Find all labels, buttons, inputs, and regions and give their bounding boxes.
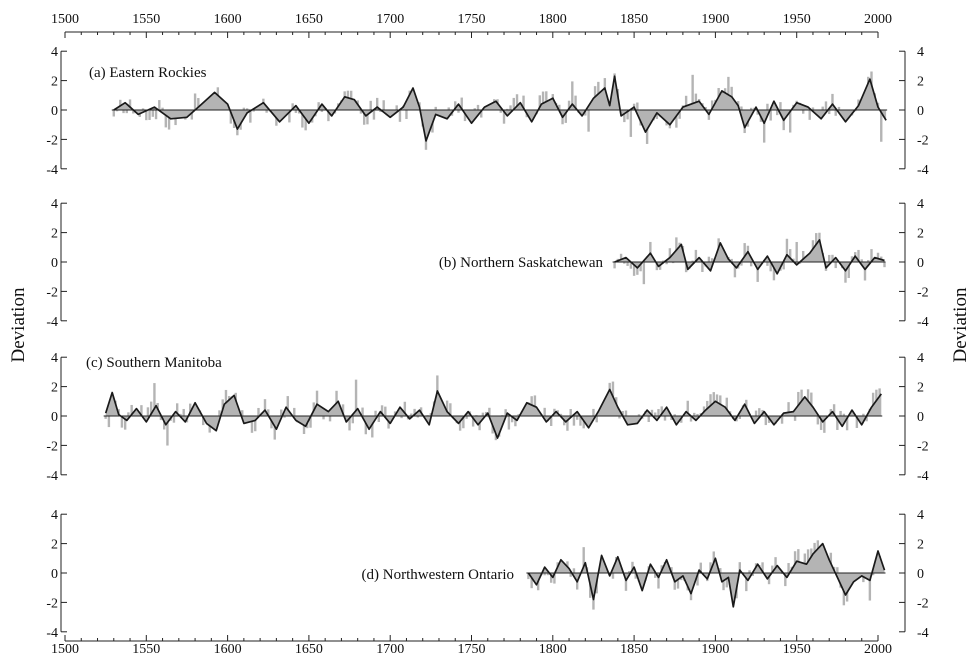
- y-tick-label: -4: [917, 315, 929, 330]
- left-deviation-axis: 4 2 0 -2 -4: [46, 45, 67, 178]
- panel-label-eastern-rockies: (a) Eastern Rockies: [89, 65, 207, 81]
- y-tick-label: 2: [917, 75, 924, 90]
- y-tick-label: 2: [917, 227, 924, 242]
- y-tick-label: 2: [51, 227, 58, 242]
- panel-northwestern-ontario: 4 2 0 -2 -4 4 2 0 -2 -4 (d) Northwestern Ontario: [46, 508, 928, 641]
- y-tick-label: 4: [51, 508, 58, 523]
- y-tick-label: 0: [51, 256, 58, 271]
- y-tick-label: 4: [917, 197, 924, 212]
- x-tick-label: 1900: [701, 642, 729, 655]
- bottom-year-axis: 1500 1550 1600 1650 1700 1750 1800 1850 1900 1950…: [51, 635, 892, 655]
- x-tick-label: 1650: [295, 12, 323, 27]
- series-eastern-rockies: [111, 71, 888, 150]
- x-tick-label: 1950: [783, 12, 811, 27]
- y-tick-label: 2: [51, 381, 58, 396]
- left-deviation-axis: 4 2 0 -2 -4: [46, 351, 67, 484]
- x-tick-label: 2000: [864, 12, 892, 27]
- series-southern-manitoba: [103, 375, 883, 446]
- x-tick-label: 1500: [51, 12, 79, 27]
- smoothed-line: [527, 542, 886, 608]
- y-tick-label: -2: [46, 285, 58, 300]
- x-tick-label: 1600: [214, 642, 242, 655]
- y-tick-label: 2: [51, 538, 58, 553]
- y-tick-label: -2: [917, 285, 929, 300]
- x-tick-label: 1800: [539, 642, 567, 655]
- x-tick-label: 2000: [864, 642, 892, 655]
- y-tick-label: -2: [917, 596, 929, 611]
- smoothed-line: [113, 75, 887, 142]
- y-tick-label: 0: [51, 410, 58, 425]
- y-tick-label: -4: [917, 626, 929, 641]
- panel-label-northern-saskatchewan: (b) Northern Saskatchewan: [439, 255, 604, 271]
- panel-northern-saskatchewan: 4 2 0 -2 -4 4 2 0 -2 -4 (b) Northern Saskatchewa…: [46, 197, 928, 330]
- y-tick-label: -4: [46, 469, 58, 484]
- y-tick-label: 4: [51, 45, 58, 60]
- x-tick-label: 1850: [620, 642, 648, 655]
- panel-southern-manitoba: 4 2 0 -2 -4 4 2 0 -2 -4 (c) Southern Manitoba: [46, 351, 928, 484]
- x-tick-label: 1650: [295, 642, 323, 655]
- right-deviation-axis: 4 2 0 -2 -4: [899, 45, 929, 178]
- y-tick-label: 0: [917, 104, 924, 119]
- y-tick-label: -4: [46, 163, 58, 178]
- x-tick-label: 1550: [132, 12, 160, 27]
- y-tick-label: 0: [917, 567, 924, 582]
- smoothed-fill: [113, 76, 887, 141]
- panel-eastern-rockies: 4 2 0 -2 -4 4 2 0 -2 -4 (a) Eastern Rockies: [46, 45, 928, 178]
- y-tick-label: -2: [46, 133, 58, 148]
- y-tick-label: -2: [46, 439, 58, 454]
- y-tick-label: 4: [51, 197, 58, 212]
- y-tick-label: 4: [917, 351, 924, 366]
- y-tick-label: 2: [51, 75, 58, 90]
- right-deviation-axis: 4 2 0 -2 -4: [899, 197, 929, 330]
- panel-label-southern-manitoba: (c) Southern Manitoba: [86, 355, 222, 371]
- y-tick-label: 4: [917, 508, 924, 523]
- smoothed-line: [614, 239, 885, 275]
- x-tick-label: 1800: [539, 12, 567, 27]
- y-axis-label-right: Deviation: [950, 287, 969, 362]
- y-tick-label: 0: [51, 104, 58, 119]
- x-tick-label: 1850: [620, 12, 648, 27]
- y-tick-label: -2: [917, 133, 929, 148]
- y-tick-label: -4: [46, 626, 58, 641]
- x-tick-label: 1700: [376, 642, 404, 655]
- right-deviation-axis: 4 2 0 -2 -4: [899, 351, 929, 484]
- panel-label-northwestern-ontario: (d) Northwestern Ontario: [362, 567, 514, 583]
- x-tick-label: 1600: [214, 12, 242, 27]
- x-tick-label: 1950: [783, 642, 811, 655]
- y-tick-label: -4: [46, 315, 58, 330]
- smoothed-line: [104, 388, 882, 439]
- y-tick-label: -2: [46, 596, 58, 611]
- series-northwestern-ontario: [526, 540, 886, 610]
- x-tick-label: 1750: [458, 642, 486, 655]
- y-tick-label: 4: [917, 45, 924, 60]
- left-deviation-axis: 4 2 0 -2 -4: [46, 508, 67, 641]
- y-axis-label-left: Deviation: [8, 287, 29, 362]
- y-tick-label: -4: [917, 469, 929, 484]
- y-tick-label: 4: [51, 351, 58, 366]
- y-tick-label: 0: [51, 567, 58, 582]
- y-tick-label: 0: [917, 410, 924, 425]
- x-tick-label: 1550: [132, 642, 160, 655]
- y-tick-label: -2: [917, 439, 929, 454]
- series-northern-saskatchewan: [612, 232, 886, 285]
- x-tick-label: 1500: [51, 642, 79, 655]
- top-year-axis: 1500 1550 1600 1650 1700 1750 1800 1850 1900 1950…: [51, 12, 892, 38]
- x-tick-label: 1700: [376, 12, 404, 27]
- x-tick-label: 1750: [458, 12, 486, 27]
- y-tick-label: 2: [917, 538, 924, 553]
- y-tick-label: 0: [917, 256, 924, 271]
- y-tick-label: -4: [917, 163, 929, 178]
- left-deviation-axis: 4 2 0 -2 -4: [46, 197, 67, 330]
- x-tick-label: 1900: [701, 12, 729, 27]
- y-tick-label: 2: [917, 381, 924, 396]
- right-deviation-axis: 4 2 0 -2 -4: [899, 508, 929, 641]
